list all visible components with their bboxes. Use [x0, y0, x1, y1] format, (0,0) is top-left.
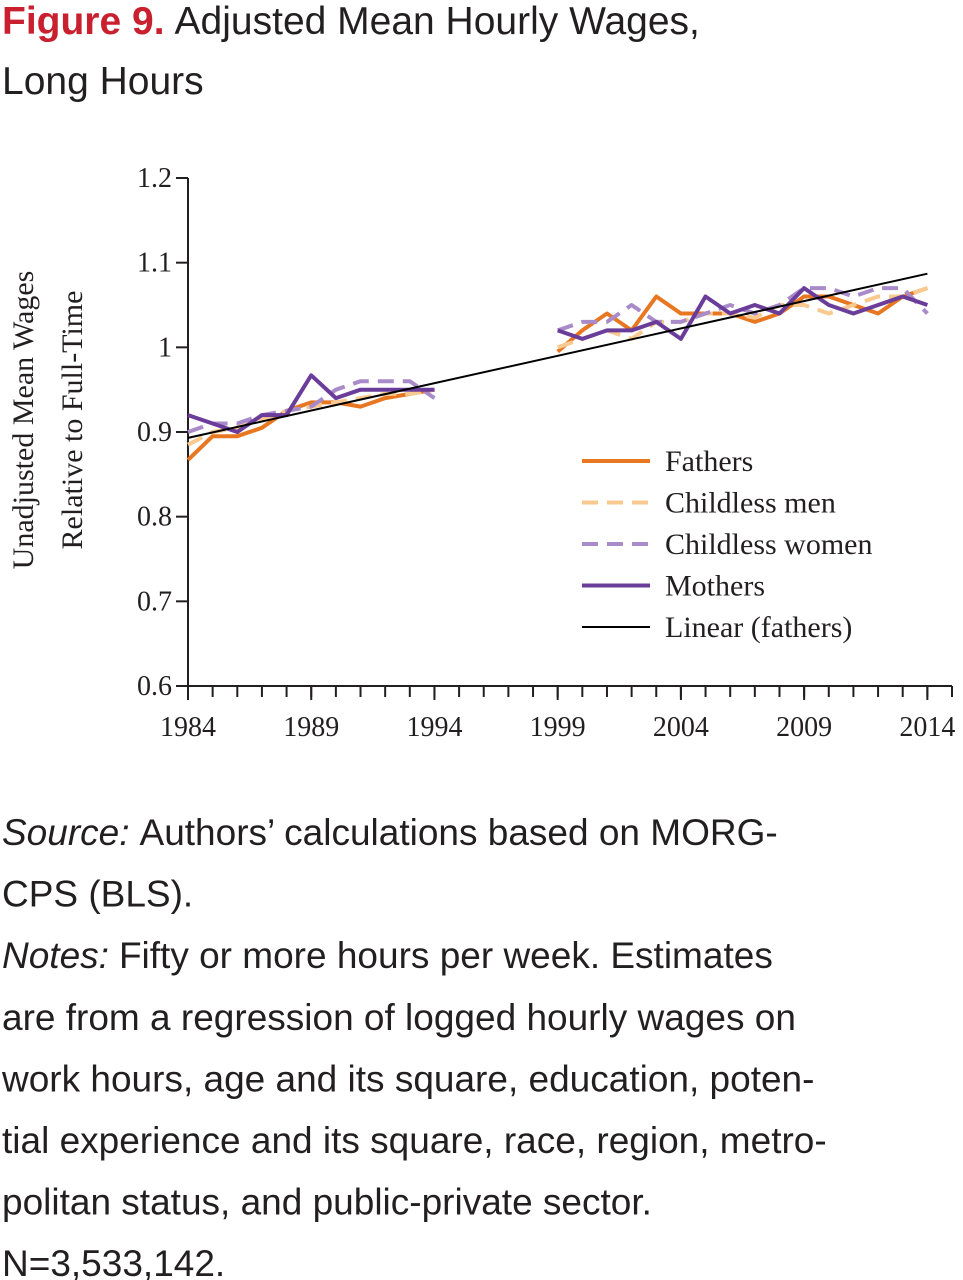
footnote-text: work hours, age and its square, educatio…	[1, 1058, 814, 1099]
footnote-text: are from a regression of logged hourly w…	[2, 997, 796, 1038]
x-tick-label: 1999	[530, 712, 586, 743]
legend-label: Childless men	[665, 487, 836, 520]
title-line: Long Hours	[2, 60, 204, 103]
y-tick-label: 0.6	[137, 671, 172, 702]
footnote-line: work hours, age and its square, educatio…	[1, 1058, 814, 1099]
footnote-text: tial experience and its square, race, re…	[2, 1120, 827, 1161]
footnote-line: politan status, and public-private secto…	[2, 1182, 652, 1223]
footnote-text: CPS (BLS).	[2, 874, 193, 915]
x-tick-label: 2009	[776, 712, 832, 743]
y-tick-label: 0.7	[137, 586, 172, 617]
footnote-line: CPS (BLS).	[2, 874, 193, 915]
footnote-text: Authors’ calculations based on MORG-	[140, 812, 778, 853]
y-axis-label: Relative to Full-Time	[56, 291, 89, 550]
y-tick-label: 0.8	[137, 502, 172, 533]
series-line	[186, 286, 929, 462]
title-line: Figure 9. Adjusted Mean Hourly Wages,	[2, 0, 700, 43]
y-tick-label: 0.9	[137, 417, 172, 448]
x-tick-label: 1989	[283, 712, 339, 743]
legend-label: Linear (fathers)	[665, 611, 852, 644]
y-axis-label: Unadjusted Mean Wages	[7, 271, 40, 570]
legend-label: Fathers	[665, 445, 753, 478]
series-line	[187, 286, 929, 434]
y-tick-label: 1	[158, 332, 172, 363]
x-tick-label: 1994	[406, 712, 462, 743]
footnote-label: Source:	[2, 812, 130, 853]
footnote-line: N=3,533,142.	[2, 1243, 225, 1280]
title-text: Adjusted Mean Hourly Wages,	[175, 0, 700, 43]
footnote-text: Fifty or more hours per week. Estimates	[119, 935, 773, 976]
footnote-text: politan status, and public-private secto…	[2, 1182, 652, 1223]
footnote-line: Source: Authors’ calculations based on MO…	[2, 812, 778, 853]
footnote-line: tial experience and its square, race, re…	[2, 1120, 827, 1161]
footnote-label: Notes:	[2, 935, 109, 976]
series-line	[187, 286, 929, 447]
figure-label: Figure 9.	[2, 0, 165, 43]
footnote-line: are from a regression of logged hourly w…	[2, 997, 796, 1038]
footnote-text: N=3,533,142.	[2, 1243, 225, 1280]
y-tick-label: 1.1	[137, 248, 172, 279]
footnote-line: Notes: Fifty or more hours per week. Esti…	[2, 935, 773, 976]
series-line	[187, 272, 928, 439]
x-tick-label: 2014	[899, 712, 955, 743]
legend-label: Childless women	[665, 528, 873, 561]
y-tick-label: 1.2	[137, 163, 172, 194]
x-tick-label: 2004	[653, 712, 709, 743]
legend-label: Mothers	[665, 570, 765, 603]
footnotes: Source: Authors’ calculations based on MO…	[1, 812, 827, 1280]
x-tick-label: 1984	[160, 712, 216, 743]
